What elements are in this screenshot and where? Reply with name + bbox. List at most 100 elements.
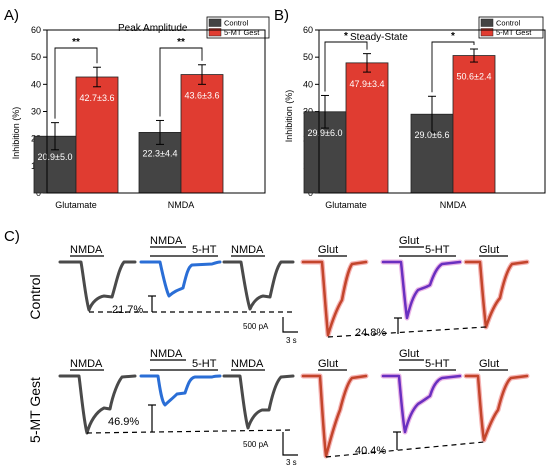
- bar-a-0-1: [75, 76, 119, 194]
- legend-swatch-b-1: [480, 28, 494, 37]
- y-tick-label: 60: [303, 25, 313, 35]
- scale-current-control: 500 pA: [243, 322, 269, 331]
- scale-current-gest: 500 pA: [243, 440, 269, 449]
- significance-marker-b-0: *: [344, 31, 348, 42]
- label-5ht-gest-2: 5-HT: [425, 358, 450, 370]
- label-5ht-control-1: 5-HT: [192, 244, 217, 256]
- legend-box-b: [478, 16, 544, 39]
- trace-glut-5ht-gest-glow: [380, 373, 463, 435]
- legend-swatch-b-0: [480, 18, 494, 27]
- axes-b: Glutamate NMDA: [318, 29, 546, 210]
- bar-value-label-b-0-0: 29.9±6.0: [308, 128, 343, 138]
- label-glut-gest-3: Glut: [479, 358, 499, 370]
- label-glut-control-2: Glut: [399, 235, 419, 247]
- plot-frame-b: [318, 29, 546, 194]
- trace-glut-control-1: [301, 260, 368, 337]
- y-tick-label: 40: [31, 79, 41, 89]
- x-tick-label-a-1: NMDA: [168, 200, 195, 210]
- label-glut-gest-2: Glut: [399, 348, 419, 360]
- y-tick-label: 40: [303, 79, 313, 89]
- bar-value-label-a-1-0: 22.3±4.4: [143, 148, 178, 158]
- bar-value-label-b-1-1: 50.6±2.4: [457, 72, 492, 82]
- y-tick-label: 50: [31, 52, 41, 62]
- bar-value-label-a-1-1: 43.6±3.6: [185, 91, 220, 101]
- x-tick-label-b-0: Glutamate: [325, 200, 367, 210]
- panel-label-a: A): [4, 7, 19, 24]
- legend-swatch-a-0: [208, 18, 222, 27]
- reference-lines: [86, 295, 487, 458]
- trace-glut-control-2: [464, 260, 529, 329]
- bars-b: 29.9±6.0 47.9±3.4 * 29.0±6.6 50.6±2.4 *: [303, 31, 496, 194]
- scale-time-control: 3 s: [286, 336, 297, 345]
- label-nmda-gest-1: NMDA: [70, 358, 103, 370]
- trace-nmda-gest-1: [58, 374, 137, 435]
- label-5ht-control-2: 5-HT: [425, 244, 450, 256]
- label-nmda-control-2: NMDA: [150, 235, 183, 247]
- panel-traces: C) Control 5-MT Gest NMDA NMDA 5-HT NMDA…: [4, 228, 530, 467]
- axes-a: Glutamate NMDA: [46, 29, 266, 210]
- y-tick-label: 60: [31, 25, 41, 35]
- bar-value-label-b-0-1: 47.9±3.4: [350, 79, 385, 89]
- chart-steady-state: B) Steady-State Inhibition (%) 010203040…: [274, 7, 546, 210]
- chart-title-a: Peak Amplitude: [118, 23, 188, 34]
- legend-label-a-0: Control: [224, 19, 249, 28]
- row-label-gest: 5-MT Gest: [27, 377, 43, 443]
- scale-time-gest: 3 s: [286, 458, 297, 467]
- y-tick-label: 50: [303, 52, 313, 62]
- significance-marker-b-1: *: [451, 31, 455, 42]
- dashed-line-nmda-gest: [86, 429, 293, 434]
- label-nmda-control-1: NMDA: [70, 244, 103, 256]
- bars-a: 20.9±5.0 42.7±3.6 ** 22.3±4.4 43.6±3.6 **: [33, 37, 224, 194]
- application-bars: [70, 246, 508, 371]
- trace-glut-5ht-control: [381, 260, 462, 320]
- x-tick-label-a-0: Glutamate: [55, 200, 97, 210]
- pct-glut-gest: 40.4%: [355, 445, 386, 457]
- label-glut-control-1: Glut: [318, 244, 338, 256]
- row-label-control: Control: [27, 274, 43, 319]
- bar-value-label-a-0-0: 20.9±5.0: [38, 152, 73, 162]
- legend-label-b-1: 5-MT Gest: [496, 28, 532, 37]
- label-nmda-gest-2: NMDA: [150, 348, 183, 360]
- label-5ht-gest-1: 5-HT: [192, 358, 217, 370]
- traces-gest: [58, 373, 530, 459]
- x-tick-label-b-1: NMDA: [440, 200, 467, 210]
- traces-control: [58, 259, 530, 338]
- label-nmda-control-3: NMDA: [231, 244, 264, 256]
- trace-nmda-gest-2: [222, 374, 295, 430]
- significance-bracket-a-0: [54, 47, 98, 119]
- trace-nmda-5ht-control: [139, 260, 222, 298]
- significance-bracket-b-0: [324, 41, 368, 92]
- trace-glut-5ht-gest: [381, 374, 462, 434]
- trace-glut-gest-2: [464, 374, 529, 442]
- legend-box-a: [206, 16, 270, 39]
- pct-glut-control: 24.8%: [355, 327, 386, 339]
- trace-nmda-5ht-gest: [139, 374, 222, 407]
- dashed-line-glut-control: [327, 326, 487, 338]
- label-nmda-gest-3: NMDA: [231, 358, 264, 370]
- trace-glut-control-1-glow: [300, 259, 369, 338]
- trace-glut-control-2-glow: [463, 259, 530, 330]
- pct-nmda-gest: 46.9%: [108, 416, 139, 428]
- legend-swatch-a-1: [208, 28, 222, 37]
- panel-label-b: B): [274, 7, 289, 24]
- trace-glut-gest-2-glow: [463, 373, 530, 443]
- significance-bracket-b-1: [431, 41, 475, 93]
- trace-nmda-control-2: [222, 260, 295, 311]
- y-axis-title-a: Inhibition (%): [11, 107, 21, 160]
- pct-nmda-control: 21.7%: [112, 304, 143, 316]
- chart-title-b: Steady-State: [350, 32, 408, 43]
- y-axis-title-b: Inhibition (%): [284, 90, 294, 143]
- trace-nmda-control-1: [58, 260, 137, 312]
- label-glut-gest-1: Glut: [318, 358, 338, 370]
- chart-peak-amplitude: A) Peak Amplitude Inhibition (%) 0102030…: [4, 7, 270, 210]
- trace-glut-gest-1: [301, 374, 368, 458]
- legend-label-b-0: Control: [496, 19, 521, 28]
- bar-value-label-b-1-0: 29.0±6.6: [415, 130, 450, 140]
- significance-marker-a-0: **: [72, 37, 80, 48]
- legend-label-a-1: 5-MT Gest: [224, 28, 260, 37]
- panel-label-c: C): [4, 228, 20, 245]
- label-glut-control-3: Glut: [479, 244, 499, 256]
